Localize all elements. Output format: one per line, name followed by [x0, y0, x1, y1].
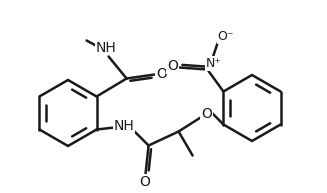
Text: O⁻: O⁻: [217, 30, 234, 43]
Text: N⁺: N⁺: [205, 57, 221, 70]
Text: O: O: [201, 107, 212, 120]
Text: NH: NH: [95, 41, 116, 54]
Text: O: O: [167, 59, 178, 74]
Text: O: O: [156, 67, 167, 80]
Text: NH: NH: [113, 119, 134, 134]
Text: O: O: [139, 174, 150, 189]
